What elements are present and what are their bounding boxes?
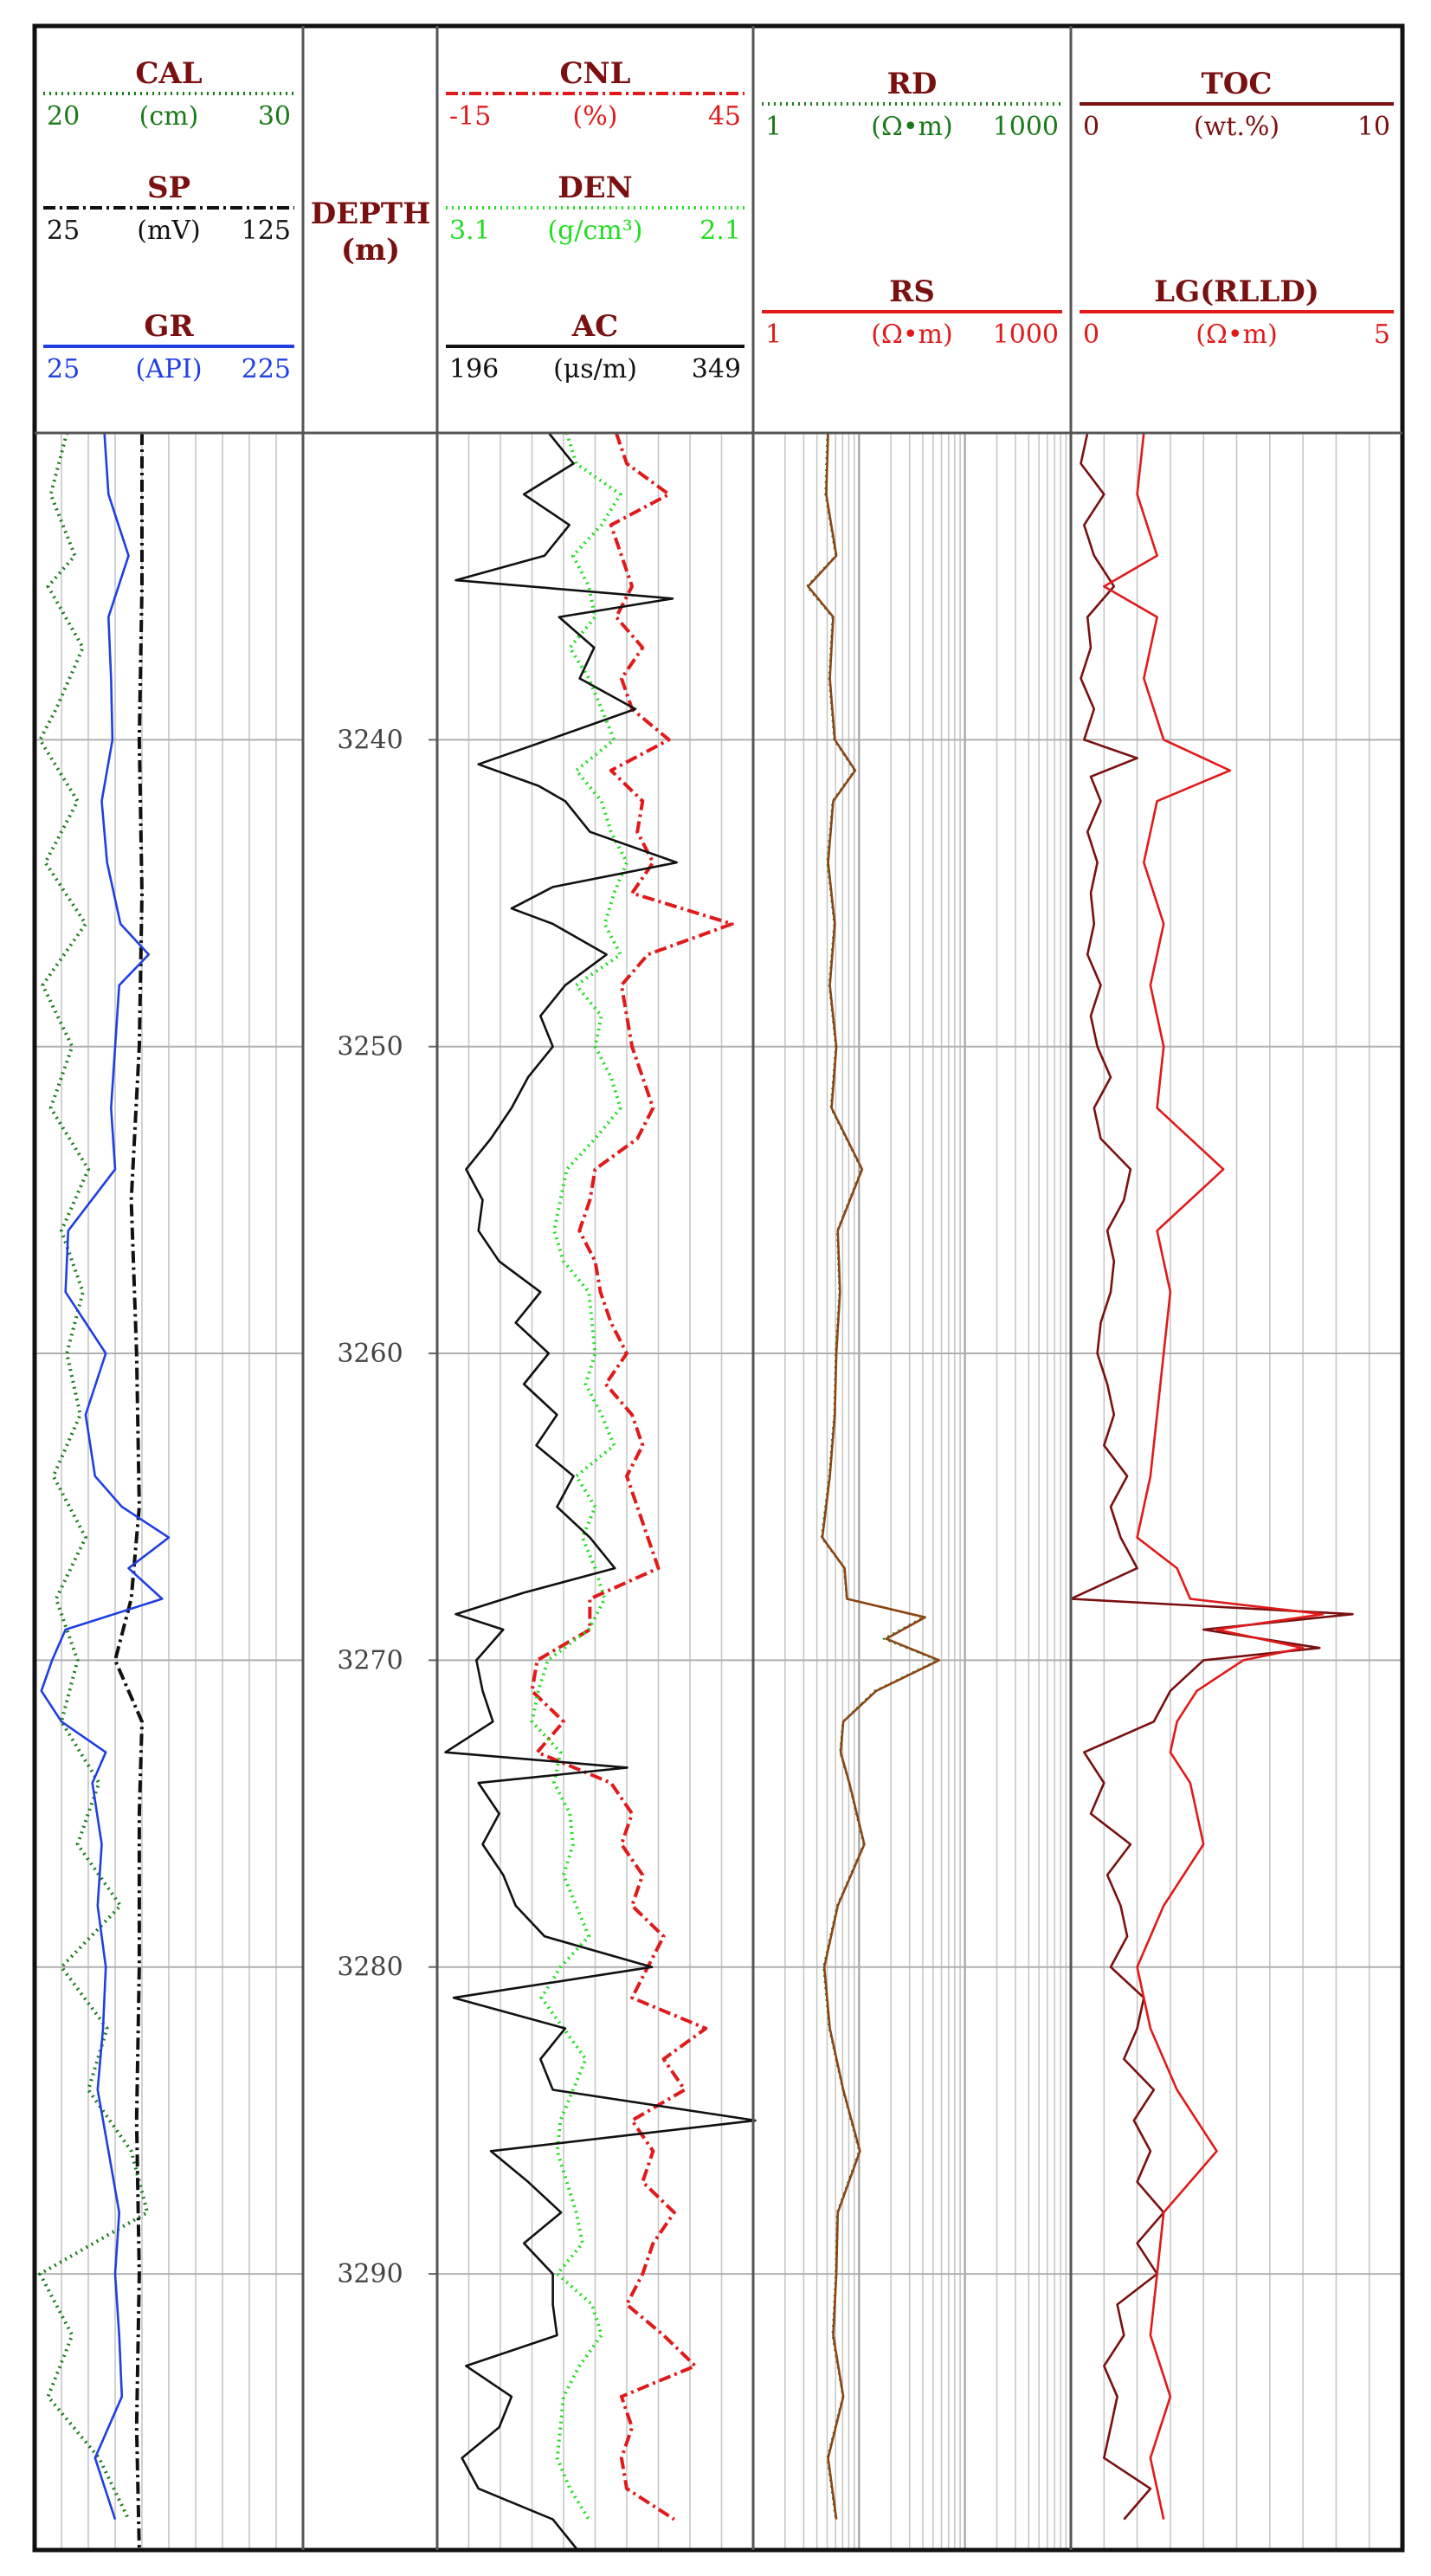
curve-header-unit: (g/cm³) <box>548 216 643 246</box>
curve-header-max: 10 <box>1357 112 1390 142</box>
curve-header-unit: (API) <box>135 354 202 384</box>
curve-header-unit: (cm) <box>139 101 199 132</box>
curve-header-unit: (mV) <box>137 216 201 246</box>
curve-ac <box>444 432 757 2551</box>
curve-header-name: CNL <box>559 56 630 91</box>
header-layer: DEPTH (m) CAL 20 (cm) 30 SP 25 (mV) 125 GR 25 (API… <box>43 56 1394 384</box>
curve-den <box>530 432 628 2521</box>
curve-header-name: LG(RLLD) <box>1154 274 1319 309</box>
curve-header-name: TOC <box>1202 67 1273 101</box>
curve-header-min: 0 <box>1083 320 1099 350</box>
curve-header-max: 225 <box>242 354 291 384</box>
curve-header-min: 25 <box>47 216 80 246</box>
curve-header-unit: (wt.%) <box>1194 112 1280 142</box>
curve-header-min: 1 <box>765 112 782 142</box>
curve-header-max: 30 <box>258 101 291 132</box>
depth-tick-label: 3270 <box>337 1645 403 1675</box>
curve-header-min: 20 <box>47 101 80 132</box>
depth-tick-label: 3250 <box>337 1032 403 1062</box>
curve-header-name: RS <box>889 274 935 309</box>
curve-gr <box>40 432 171 2521</box>
curve-header-min: 25 <box>47 354 80 384</box>
curve-rd <box>805 432 938 2520</box>
curve-header-unit: (Ω•m) <box>1196 320 1277 350</box>
depth-tick-label: 3280 <box>337 1953 403 1983</box>
curve-header-min: 0 <box>1083 112 1099 142</box>
depth-tick-label: 3260 <box>337 1339 403 1369</box>
curve-header-name: DEN <box>558 171 632 205</box>
curve-rs <box>807 432 941 2520</box>
curve-header-unit: (μs/m) <box>553 354 637 384</box>
depth-tick-label: 3290 <box>337 2259 403 2289</box>
curve-header-max: 5 <box>1374 320 1390 350</box>
curve-header-max: 125 <box>242 216 291 246</box>
curve-header-unit: (Ω•m) <box>871 112 952 142</box>
curve-header-min: 1 <box>765 320 782 350</box>
curve-cal <box>38 432 150 2521</box>
curve-header-min: 196 <box>449 354 499 384</box>
grid-layer: 3240 3250 3260 3270 3280 3290 <box>35 433 1402 2550</box>
outer-border <box>32 23 1405 2553</box>
curve-header-name: GR <box>144 309 194 344</box>
curve-header-max: 349 <box>692 354 741 384</box>
frame-layer <box>32 23 1405 2553</box>
curve-header-unit: (%) <box>573 101 618 132</box>
curve-header-name: AC <box>571 309 618 344</box>
curve-header-name: SP <box>147 171 190 205</box>
curve-cnl <box>530 432 734 2521</box>
depth-tick-label: 3240 <box>337 725 403 755</box>
curve-header-name: RD <box>887 67 938 101</box>
curve-lgrlld <box>1103 432 1325 2520</box>
curve-header-max: 1000 <box>993 112 1059 142</box>
curve-sp <box>113 433 144 2551</box>
depth-header-label: DEPTH <box>311 197 430 231</box>
curve-header-unit: (Ω•m) <box>871 320 952 350</box>
curve-header-max: 1000 <box>993 320 1059 350</box>
curve-header-max: 2.1 <box>699 216 741 246</box>
curve-header-min: -15 <box>449 101 491 132</box>
depth-header-unit: (m) <box>341 233 400 268</box>
curve-header-name: CAL <box>135 56 202 91</box>
curve-toc <box>1069 432 1354 2521</box>
curve-header-max: 45 <box>708 101 741 132</box>
curve-header-min: 3.1 <box>449 216 491 246</box>
curve-layer <box>38 432 1354 2551</box>
